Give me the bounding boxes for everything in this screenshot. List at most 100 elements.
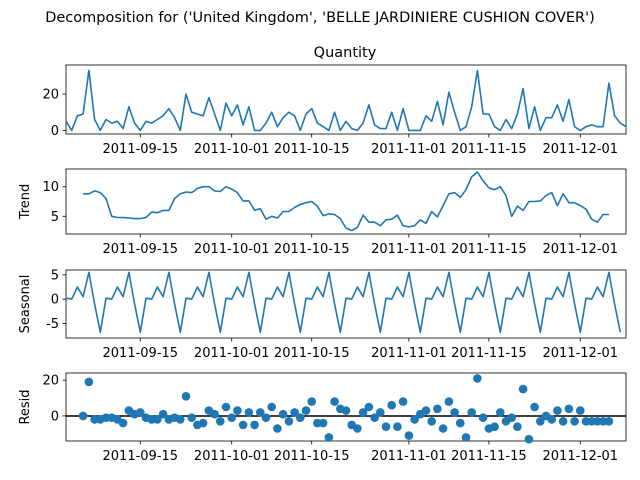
y-tick-label: 10 [42, 180, 59, 195]
axes-frame [65, 168, 627, 235]
resid-point [158, 409, 168, 419]
resid-point [507, 413, 516, 423]
resid-point [176, 415, 185, 424]
panel-seasonal: Seasonal -5 0 5 2011-09-15 2011-10-01 2011-10… [18, 268, 627, 361]
resid-point [290, 408, 299, 417]
resid-point [210, 409, 219, 419]
resid-point [358, 408, 368, 417]
panel-observed: Quantity 0 20 2011-09-15 2011-10-01 2011-10-… [42, 45, 627, 157]
series-line [66, 271, 622, 334]
resid-point [438, 424, 448, 433]
x-tick-label: 2011-11-01 [371, 142, 447, 157]
resid-point [198, 418, 208, 428]
panel-trend: Trend 5 10 2011-09-15 2011-10-01 2011-10-15 2… [18, 168, 627, 257]
resid-point [427, 417, 437, 426]
resid-point [216, 417, 225, 426]
y-tick-label: 0 [51, 124, 59, 139]
x-tick-label: 2011-11-01 [371, 346, 447, 361]
resid-point [461, 433, 471, 442]
resid-point [324, 433, 334, 442]
resid-point [524, 434, 534, 444]
y-tick-label: 5 [51, 210, 59, 225]
resid-point [398, 397, 408, 406]
resid-point [370, 413, 379, 423]
resid-point [473, 374, 482, 383]
x-tick-label: 2011-10-01 [194, 346, 270, 361]
resid-point [261, 413, 271, 423]
resid-point [467, 408, 477, 417]
resid-point [553, 406, 562, 415]
resid-point [404, 431, 414, 440]
resid-point [576, 406, 585, 415]
resid-point [296, 413, 305, 423]
axes-frame [65, 64, 627, 135]
x-tick-label: 2011-11-15 [451, 346, 527, 361]
x-tick-label: 2011-10-01 [194, 242, 270, 257]
x-tick-label: 2011-11-15 [451, 449, 527, 464]
resid-point [233, 406, 242, 415]
resid-point [558, 417, 568, 426]
resid-point [518, 384, 528, 394]
resid-point [604, 417, 614, 426]
x-tick-label: 2011-11-01 [371, 242, 447, 257]
resid-point [570, 417, 579, 426]
resid-point [421, 406, 431, 415]
x-tick-label: 2011-12-01 [543, 242, 619, 257]
resid-point [181, 392, 191, 401]
resid-point [284, 417, 294, 426]
resid-point [238, 420, 248, 430]
x-tick-label: 2011-11-15 [451, 242, 527, 257]
x-tick-label: 2011-09-15 [103, 242, 179, 257]
resid-point [478, 413, 488, 423]
resid-point [381, 422, 391, 432]
resid-point [278, 409, 288, 419]
y-tick-label: 5 [51, 268, 59, 283]
resid-point [547, 415, 556, 424]
x-tick-label: 2011-11-01 [371, 449, 447, 464]
y-tick-label: 20 [42, 374, 59, 389]
x-tick-label: 2011-10-01 [194, 449, 270, 464]
panel-title-quantity: Quantity [314, 45, 377, 61]
y-tick-label: -5 [46, 317, 59, 332]
y-axis-label-trend: Trend [18, 184, 33, 221]
resid-point [410, 415, 419, 424]
x-tick-label: 2011-10-01 [194, 142, 270, 157]
y-tick-label: 20 [42, 88, 59, 103]
y-tick-label: 0 [51, 293, 59, 308]
x-tick-label: 2011-11-15 [451, 142, 527, 157]
resid-point [318, 418, 328, 428]
resid-point [536, 417, 545, 426]
resid-point [250, 420, 259, 430]
resid-point [221, 402, 231, 412]
series-line [83, 171, 609, 232]
resid-point [267, 402, 277, 412]
resid-point [227, 413, 236, 423]
resid-point [387, 400, 397, 410]
resid-point [353, 424, 362, 433]
axes-frame [65, 372, 627, 442]
x-tick-label: 2011-09-15 [103, 142, 179, 157]
resid-point [496, 408, 505, 417]
resid-point [118, 418, 128, 428]
x-tick-label: 2011-10-15 [274, 142, 350, 157]
resid-point [564, 404, 574, 414]
resid-point [84, 377, 94, 387]
resid-point [456, 418, 465, 428]
x-tick-label: 2011-10-15 [274, 449, 350, 464]
y-axis-label-resid: Resid [18, 389, 33, 424]
x-tick-label: 2011-12-01 [543, 346, 619, 361]
resid-point [341, 406, 351, 415]
series-line [66, 69, 626, 132]
x-tick-label: 2011-12-01 [543, 449, 619, 464]
resid-point [530, 402, 539, 412]
resid-point [393, 422, 402, 432]
resid-point [450, 408, 459, 417]
resid-point [513, 422, 522, 432]
resid-point [364, 402, 374, 412]
resid-point [255, 408, 265, 417]
x-tick-label: 2011-10-15 [274, 242, 350, 257]
y-axis-label-seasonal: Seasonal [18, 275, 33, 334]
resid-point [153, 415, 162, 424]
x-tick-label: 2011-10-15 [274, 346, 350, 361]
